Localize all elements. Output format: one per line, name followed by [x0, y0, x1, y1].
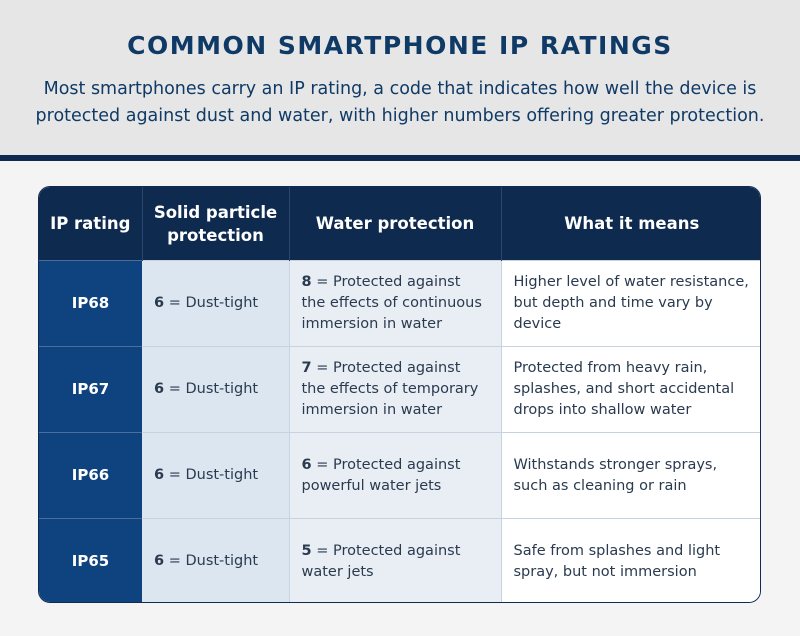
water-cell: 8 = Protected against the effects of con… [289, 260, 502, 347]
rating-cell: IP67 [39, 346, 142, 433]
water-level: 5 [301, 542, 312, 559]
header-banner: COMMON SMARTPHONE IP RATINGS Most smartp… [0, 0, 800, 155]
solid-cell: 6 = Dust-tight [142, 260, 290, 347]
solid-cell: 6 = Dust-tight [142, 346, 290, 433]
meaning-cell: Withstands stronger sprays, such as clea… [501, 432, 760, 519]
water-description: = Protected against water jets [301, 542, 461, 580]
rating-cell: IP68 [39, 260, 142, 347]
solid-cell: 6 = Dust-tight [142, 518, 290, 602]
header-solid-particle: Solid particle protection [142, 187, 290, 261]
ip-ratings-table-container: IP rating Solid particle protection Wate… [38, 186, 761, 603]
water-description: = Protected against powerful water jets [301, 456, 461, 494]
solid-description: = Dust-tight [164, 381, 259, 397]
water-level: 8 [301, 274, 312, 290]
header-what-it-means: What it means [501, 187, 760, 261]
meaning-cell: Higher level of water resistance, but de… [501, 260, 760, 347]
header-water-protection: Water protection [289, 187, 502, 261]
water-description: = Protected against the effects of conti… [301, 274, 482, 332]
table-row: IP68 6 = Dust-tight 8 = Protected agains… [39, 260, 760, 347]
water-level: 6 [301, 456, 312, 473]
page-subtitle: Most smartphones carry an IP rating, a c… [35, 79, 765, 126]
table-row: IP66 6 = Dust-tight 6 = Protected agains… [39, 432, 760, 519]
water-cell: 6 = Protected against powerful water jet… [289, 432, 502, 519]
meaning-cell: Safe from splashes and light spray, but … [501, 518, 760, 602]
table-row: IP67 6 = Dust-tight 7 = Protected agains… [39, 346, 760, 433]
rating-cell: IP65 [39, 518, 142, 602]
water-cell: 5 = Protected against water jets [289, 518, 502, 602]
meaning-cell: Protected from heavy rain, splashes, and… [501, 346, 760, 433]
header-ip-rating: IP rating [39, 187, 143, 261]
table-row: IP65 6 = Dust-tight 5 = Protected agains… [39, 518, 760, 602]
water-cell: 7 = Protected against the effects of tem… [289, 346, 502, 433]
header-divider [0, 155, 800, 161]
solid-level: 6 [154, 553, 165, 569]
water-description: = Protected against the effects of tempo… [301, 360, 479, 418]
rating-cell: IP66 [39, 432, 142, 519]
water-level: 7 [301, 360, 312, 376]
solid-description: = Dust-tight [164, 553, 259, 569]
table-header-row: IP rating Solid particle protection Wate… [39, 187, 760, 261]
page-title: COMMON SMARTPHONE IP RATINGS [127, 31, 673, 60]
ip-ratings-table: IP rating Solid particle protection Wate… [39, 187, 760, 602]
solid-description: = Dust-tight [164, 295, 259, 311]
solid-description: = Dust-tight [164, 467, 259, 483]
solid-level: 6 [154, 381, 165, 397]
solid-cell: 6 = Dust-tight [142, 432, 290, 519]
solid-level: 6 [154, 467, 165, 483]
solid-level: 6 [154, 295, 165, 311]
